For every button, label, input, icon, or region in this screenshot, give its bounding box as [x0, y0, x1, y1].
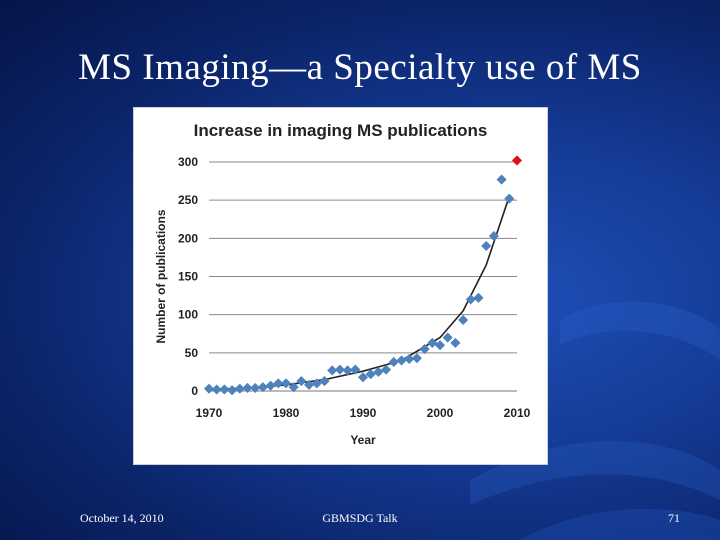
trendline: [208, 196, 511, 391]
data-point: [327, 365, 338, 376]
data-point: [434, 340, 446, 351]
data-point: [234, 383, 245, 394]
scatter-chart: 0 50 100 150 200 250 300 1970 1980 1990 2000 2010 Ye…: [154, 155, 531, 447]
data-point: [219, 384, 230, 395]
data-point: [350, 364, 361, 375]
data-point: [396, 355, 407, 366]
x-tick-label: 1980: [273, 406, 300, 420]
data-point: [504, 193, 515, 204]
x-tick-label: 1990: [350, 406, 377, 420]
y-tick-label: 100: [178, 308, 198, 322]
data-point: [411, 353, 423, 364]
data-point: [211, 384, 222, 395]
data-point: [427, 337, 438, 349]
data-point: [419, 343, 430, 355]
data-point: [311, 378, 322, 389]
y-tick-label: 300: [178, 155, 198, 169]
data-point: [388, 356, 399, 368]
data-point: [357, 372, 369, 383]
data-point: [288, 382, 299, 393]
data-point: [473, 292, 484, 304]
data-point: [265, 380, 276, 391]
data-point: [442, 332, 453, 343]
slide-title: MS Imaging—a Specialty use of MS: [78, 47, 642, 88]
y-tick-label: 150: [178, 270, 198, 284]
data-point: [373, 366, 384, 378]
x-tick-label: 1970: [196, 406, 223, 420]
x-tick-label: 2010: [504, 406, 531, 420]
y-tick-label: 200: [178, 231, 198, 245]
data-point: [273, 378, 284, 389]
data-point: [342, 365, 353, 376]
data-point: [496, 174, 507, 185]
page-number: 71: [668, 511, 680, 525]
y-tick-label: 50: [185, 346, 199, 360]
data-point: [365, 369, 376, 380]
data-point: [296, 375, 307, 387]
data-point: [404, 353, 415, 365]
data-point: [457, 314, 469, 326]
data-point: [334, 364, 346, 375]
x-tick-label: 2000: [427, 406, 454, 420]
y-tick-label: 0: [191, 384, 198, 398]
data-point: [450, 337, 461, 349]
x-axis-label: Year: [350, 433, 376, 447]
data-point: [488, 230, 500, 242]
footer-center-text: GBMSDG Talk: [322, 511, 398, 525]
data-point-highlight: [511, 155, 523, 166]
data-point: [226, 385, 238, 396]
data-point: [319, 375, 330, 387]
chart-title: Increase in imaging MS publications: [193, 121, 488, 140]
footer-date: October 14, 2010: [80, 511, 164, 525]
data-point: [203, 383, 215, 394]
data-point: [481, 240, 492, 252]
data-point: [280, 378, 292, 389]
data-point: [242, 382, 253, 394]
y-tick-label: 250: [178, 193, 198, 207]
data-point: [250, 382, 261, 394]
data-point: [380, 364, 392, 375]
y-axis-label: Number of publications: [154, 209, 168, 343]
chart-panel: Increase in imaging MS publications 0 50 1…: [133, 107, 548, 465]
